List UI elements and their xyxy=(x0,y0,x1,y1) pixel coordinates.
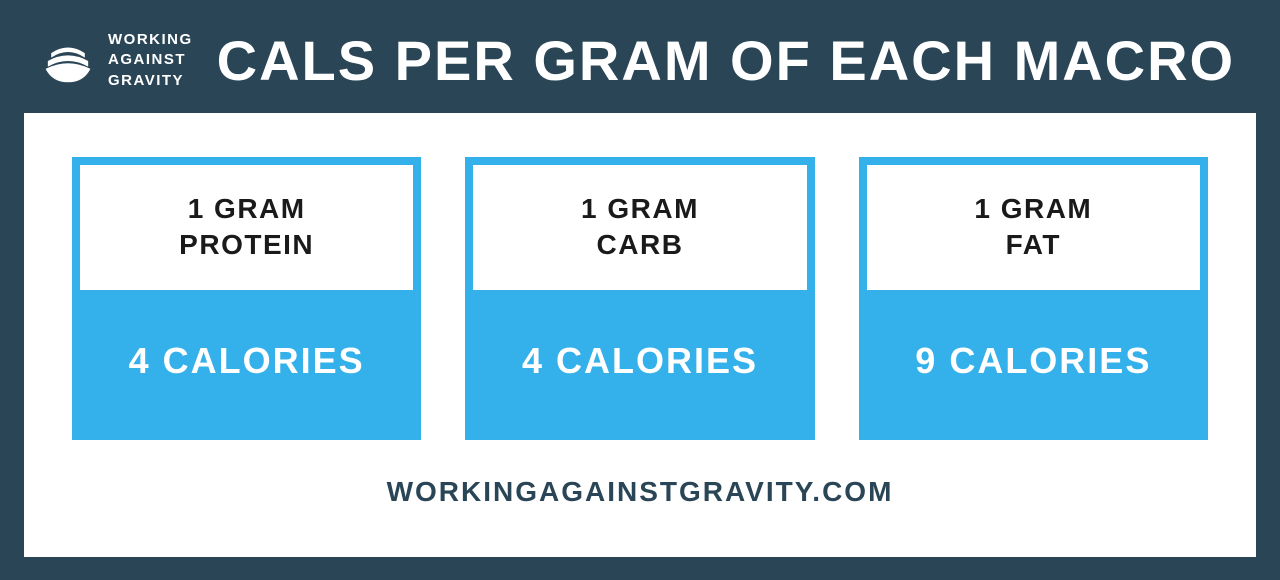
content-panel: 1 GRAM PROTEIN 4 CALORIES 1 GRAM CARB 4 … xyxy=(24,113,1256,557)
macro-card-bottom: 4 CALORIES xyxy=(473,290,806,432)
brand-logo-text: WORKING AGAINST GRAVITY xyxy=(108,30,193,91)
macro-card-fat: 1 GRAM FAT 9 CALORIES xyxy=(859,157,1208,440)
macro-cards-row: 1 GRAM PROTEIN 4 CALORIES 1 GRAM CARB 4 … xyxy=(72,157,1208,440)
page-title: CALS PER GRAM OF EACH MACRO xyxy=(217,28,1235,93)
macro-card-top: 1 GRAM PROTEIN xyxy=(80,165,413,290)
macro-name-label: FAT xyxy=(877,227,1190,263)
macro-card-carb: 1 GRAM CARB 4 CALORIES xyxy=(465,157,814,440)
brand-line-3: GRAVITY xyxy=(108,71,193,91)
brand-logo-icon xyxy=(40,33,96,89)
footer-url: WORKINGAGAINSTGRAVITY.COM xyxy=(72,476,1208,508)
macro-amount-label: 1 GRAM xyxy=(90,191,403,227)
macro-calories-value: 4 CALORIES xyxy=(483,340,796,382)
brand-line-1: WORKING xyxy=(108,30,193,50)
brand-logo-block: WORKING AGAINST GRAVITY xyxy=(40,30,193,91)
header: WORKING AGAINST GRAVITY CALS PER GRAM OF… xyxy=(0,0,1280,113)
macro-calories-value: 9 CALORIES xyxy=(877,340,1190,382)
macro-calories-value: 4 CALORIES xyxy=(90,340,403,382)
macro-name-label: CARB xyxy=(483,227,796,263)
macro-amount-label: 1 GRAM xyxy=(483,191,796,227)
macro-card-top: 1 GRAM CARB xyxy=(473,165,806,290)
macro-name-label: PROTEIN xyxy=(90,227,403,263)
macro-card-top: 1 GRAM FAT xyxy=(867,165,1200,290)
brand-line-2: AGAINST xyxy=(108,50,193,70)
macro-card-bottom: 4 CALORIES xyxy=(80,290,413,432)
macro-amount-label: 1 GRAM xyxy=(877,191,1190,227)
macro-card-bottom: 9 CALORIES xyxy=(867,290,1200,432)
macro-card-protein: 1 GRAM PROTEIN 4 CALORIES xyxy=(72,157,421,440)
